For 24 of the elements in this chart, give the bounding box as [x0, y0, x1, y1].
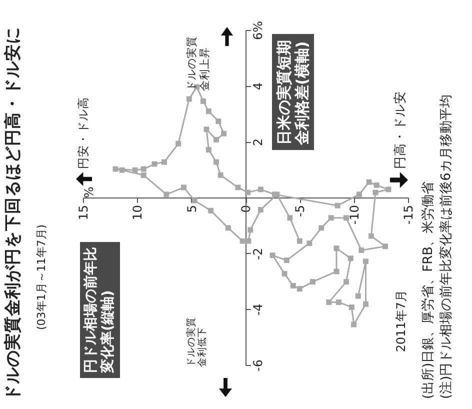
text: ドルの実質金利が円を下回るほど円高・ドル安に [3, 27, 23, 401]
x-tick-label: 15 [76, 205, 90, 220]
y-tick-label: -4 [251, 304, 265, 316]
y-tick-label: 4 [251, 82, 265, 90]
y-tick-label: -2 [251, 248, 265, 260]
text: (03年1月～11年7月) [35, 224, 48, 330]
annotation: % [82, 186, 96, 198]
annotation: 円安・ドル高 [76, 97, 91, 169]
annotation: 円ドル相場の前年比変化率(縦軸) [80, 242, 120, 378]
y-tick-label: 6% [251, 20, 265, 40]
annotation: ドルの実質金利低下 [186, 316, 209, 367]
text: (注)円ドル相場の前年比変化率は前後6カ月移動平均 [439, 94, 455, 399]
annotation: 円高・ドル安 [392, 91, 407, 169]
text: (出所)日銀、厚労省、FRB、米労働省 [421, 181, 437, 399]
annotation: ドルの実質金利上昇 [186, 35, 212, 91]
x-tick-label: 10 [130, 205, 145, 220]
y-tick-label: 2 [251, 138, 265, 146]
x-tick-label: -10 [347, 205, 362, 225]
annotation: 2011年7月 [394, 290, 408, 352]
y-tick-label: -6 [251, 360, 265, 372]
x-tick-label: -15 [402, 205, 416, 225]
x-tick-label: -5 [293, 205, 308, 217]
x-tick-label: 5 [184, 205, 199, 213]
annotation: 日米の実質短期金利格差(横軸) [272, 34, 314, 150]
